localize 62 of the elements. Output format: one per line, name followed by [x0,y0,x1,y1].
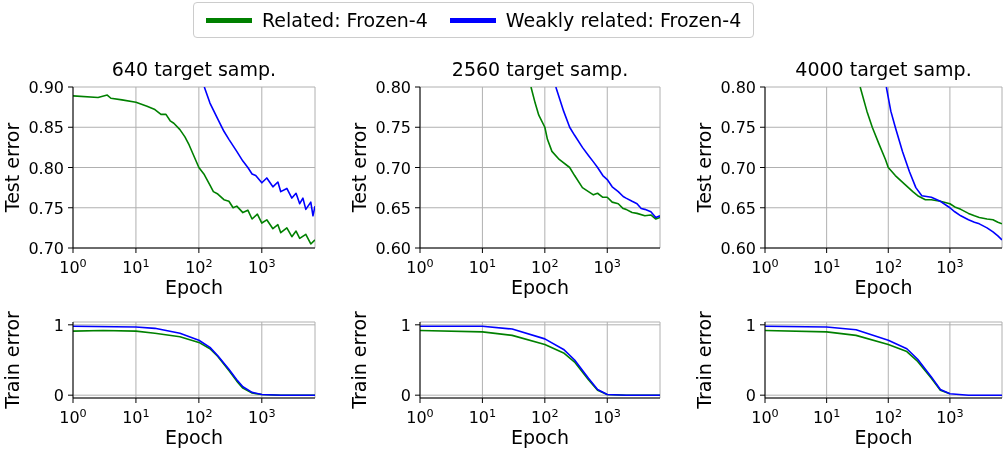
y-tick-label: 1 [745,315,756,335]
x-tick-label: 10$^{1}$ [122,256,150,277]
x-tick-label: 10$^{3}$ [248,256,276,277]
y-tick-label: 0.70 [28,239,64,258]
x-axis-title: Epoch [164,276,224,298]
x-axis-title: Epoch [510,426,570,448]
x-tick-label: 10$^{1}$ [812,256,841,277]
x-tick-label: 10$^{0}$ [751,406,779,427]
x-axis-title: Epoch [164,426,224,448]
x-tick-label: 10$^{3}$ [936,406,964,427]
x-tick-label: 10$^{3}$ [593,406,621,427]
x-tick-label: 10$^{2}$ [531,256,559,277]
y-tick-label: 0.85 [28,118,64,138]
x-tick-label: 10$^{2}$ [874,256,903,277]
x-tick-label: 10$^{2}$ [531,406,559,427]
y-axis-title: Train error [1,311,23,410]
x-tick-label: 10$^{0}$ [59,256,87,277]
y-axis-title: Train error [348,311,370,410]
y-axis-title: Train error [693,311,715,410]
y-axis-title: Test error [1,122,23,214]
y-tick-label: 1 [53,315,64,335]
x-tick-label: 10$^{1}$ [468,406,497,427]
y-tick-label: 0.60 [720,239,756,258]
x-tick-label: 10$^{3}$ [936,256,964,277]
y-tick-label: 1 [400,315,411,335]
y-tick-label: 0 [53,386,64,406]
y-axis-title: Test error [693,122,715,214]
chart-title: 2560 target samp. [450,58,630,80]
y-tick-label: 0.80 [28,158,64,178]
x-axis-title: Epoch [854,276,913,298]
legend-label: Weakly related: Frozen-4 [505,9,742,31]
x-tick-label: 10$^{0}$ [59,406,87,427]
x-tick-label: 10$^{0}$ [406,406,434,427]
x-axis-title: Epoch [854,426,913,448]
chart-title: 640 target samp. [110,58,278,80]
y-tick-label: 0.75 [375,118,411,138]
x-tick-label: 10$^{1}$ [468,256,497,277]
y-tick-label: 0.80 [720,78,756,97]
x-axis-title: Epoch [510,276,570,298]
x-tick-label: 10$^{2}$ [185,256,213,277]
y-tick-label: 0.75 [28,198,64,218]
x-tick-label: 10$^{1}$ [812,406,841,427]
y-tick-label: 0 [400,386,411,406]
y-tick-label: 0.80 [375,78,411,97]
x-tick-label: 10$^{2}$ [874,406,903,427]
x-tick-label: 10$^{2}$ [185,406,213,427]
y-tick-label: 0.70 [375,158,411,178]
x-tick-label: 10$^{0}$ [406,256,434,277]
y-tick-label: 0.75 [720,118,756,138]
y-tick-label: 0.65 [375,198,411,218]
y-axis-title: Test error [348,122,370,214]
x-tick-label: 10$^{0}$ [751,256,779,277]
x-tick-label: 10$^{3}$ [593,256,621,277]
y-tick-label: 0.90 [28,78,64,97]
y-tick-label: 0.70 [720,158,756,178]
y-tick-label: 0 [745,386,756,406]
y-tick-label: 0.65 [720,198,756,218]
x-tick-label: 10$^{1}$ [122,406,150,427]
legend-label: Related: Frozen-4 [262,9,428,31]
y-tick-label: 0.60 [375,239,411,258]
chart-title: 4000 target samp. [794,58,973,80]
x-tick-label: 10$^{3}$ [248,406,276,427]
